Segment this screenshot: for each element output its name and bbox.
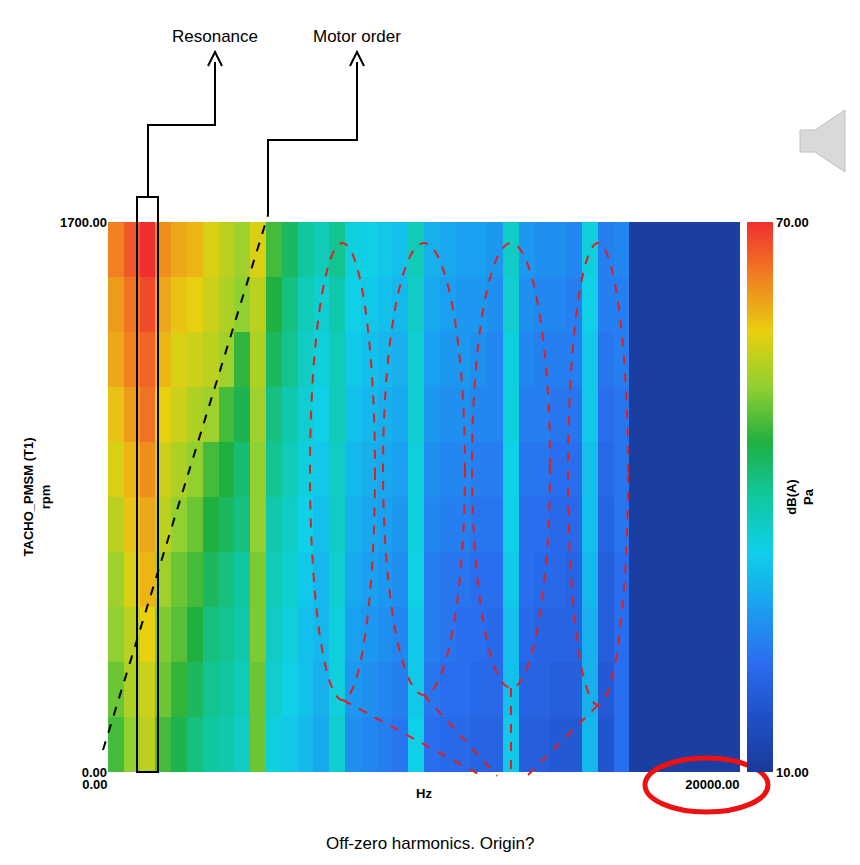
svg-text:dB(A)Pa: dB(A)Pa (784, 479, 816, 514)
svg-text:70.00: 70.00 (776, 215, 809, 230)
svg-text:1700.00: 1700.00 (60, 215, 107, 230)
svg-text:Motor order: Motor order (313, 27, 401, 46)
svg-text:0.00: 0.00 (82, 777, 107, 792)
svg-text:Hz: Hz (416, 786, 432, 801)
svg-text:10.00: 10.00 (776, 765, 809, 780)
svg-text:20000.00: 20000.00 (685, 777, 739, 792)
svg-text:TACHO_PMSM (T1)rpm: TACHO_PMSM (T1)rpm (21, 438, 53, 557)
svg-text:Off-zero harmonics. Origin?: Off-zero harmonics. Origin? (326, 834, 534, 853)
svg-text:0.00: 0.00 (82, 765, 107, 780)
svg-text:Resonance: Resonance (172, 27, 258, 46)
